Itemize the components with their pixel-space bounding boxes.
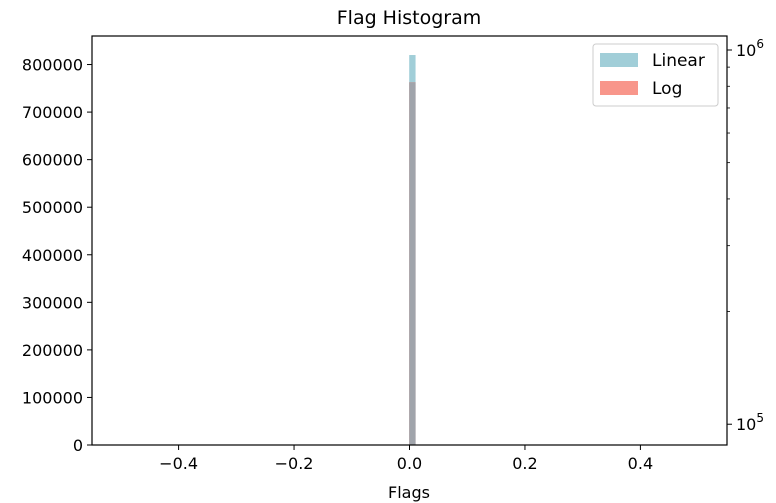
y-tick-label: 700000 (22, 103, 83, 122)
y-tick-label: 500000 (22, 198, 83, 217)
x-tick-label: −0.4 (159, 454, 198, 473)
y-tick-label: 0 (73, 436, 83, 455)
x-tick-label: 0.0 (397, 454, 422, 473)
legend-swatch-log (600, 81, 638, 95)
y-tick-label: 300000 (22, 293, 83, 312)
legend-label-log: Log (652, 79, 682, 99)
histogram-bar-overlap (409, 82, 416, 445)
x-tick-label: −0.2 (275, 454, 314, 473)
y-tick-label: 400000 (22, 246, 83, 265)
x-axis: −0.4 −0.2 0.0 0.2 0.4 (159, 445, 653, 473)
legend-swatch-linear (600, 53, 638, 67)
legend-label-linear: Linear (652, 51, 705, 71)
right-tick-label: 106 (736, 37, 764, 60)
left-y-axis: 0 100000 200000 300000 400000 500000 600000 700… (22, 56, 92, 455)
y-tick-label: 200000 (22, 341, 83, 360)
chart-title: Flag Histogram (337, 7, 482, 29)
x-tick-label: 0.2 (512, 454, 537, 473)
legend: Linear Log (592, 43, 719, 107)
y-tick-label: 100000 (22, 388, 83, 407)
y-tick-label: 600000 (22, 151, 83, 170)
x-tick-label: 0.4 (628, 454, 653, 473)
right-tick-label: 105 (736, 411, 764, 434)
y-tick-label: 800000 (22, 56, 83, 75)
x-axis-label: Flags (388, 483, 430, 502)
right-y-axis: 105 106 (727, 37, 764, 434)
